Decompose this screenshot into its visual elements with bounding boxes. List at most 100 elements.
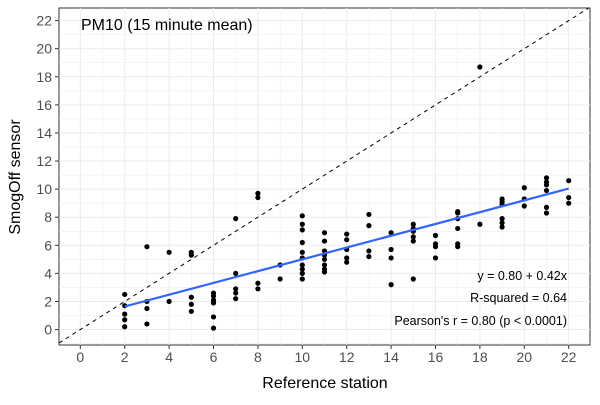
data-point [299, 276, 305, 282]
data-point [144, 244, 150, 250]
y-tick-label: 22 [36, 13, 52, 29]
data-point [144, 321, 150, 327]
data-point [388, 230, 394, 236]
ticks: 0 2 4 6 8 10 12 14 16 18 20 22 0 2 4 6 8 10 12 14 16 18 20 22 [36, 13, 576, 365]
data-point [366, 253, 372, 260]
data-point [388, 255, 394, 261]
data-point [410, 276, 416, 282]
data-point [455, 210, 461, 216]
x-tick-label: 12 [339, 349, 355, 365]
data-point [543, 175, 550, 181]
y-tick-label: 10 [36, 181, 52, 197]
data-point [122, 324, 128, 330]
data-point [410, 234, 416, 240]
data-point [455, 225, 461, 232]
data-point [299, 262, 305, 268]
data-point [566, 200, 572, 206]
data-point [321, 256, 328, 262]
regression-line [124, 187, 569, 308]
data-point [233, 290, 239, 296]
y-tick-label: 4 [44, 265, 52, 281]
data-point [499, 216, 505, 222]
data-point [299, 213, 305, 219]
data-point [188, 252, 194, 258]
x-tick-label: 20 [517, 349, 533, 365]
data-point [388, 246, 394, 253]
data-point [299, 221, 305, 227]
y-tick-label: 0 [44, 322, 52, 338]
x-tick-label: 4 [165, 349, 173, 365]
data-point [321, 269, 328, 275]
data-point [299, 249, 305, 255]
data-point [166, 298, 172, 305]
data-point [521, 203, 527, 209]
y-tick-label: 2 [44, 293, 52, 309]
data-point [543, 204, 550, 210]
data-point [366, 223, 372, 229]
data-point [410, 238, 416, 244]
data-point [344, 237, 350, 243]
data-point [233, 270, 239, 276]
data-point [277, 276, 283, 282]
data-point [366, 248, 372, 254]
data-point [299, 227, 305, 233]
chart-title: PM10 (15 minute mean) [81, 17, 253, 34]
identity-line [58, 7, 589, 344]
y-tick-label: 14 [36, 125, 52, 141]
data-point [210, 300, 217, 306]
annotation-pearson: Pearson's r = 0.80 (p < 0.0001) [394, 314, 567, 328]
data-point [299, 270, 305, 276]
y-tick-label: 18 [36, 69, 52, 85]
data-point [210, 325, 217, 331]
data-point [543, 210, 550, 216]
data-point [122, 291, 128, 298]
data-point [122, 311, 128, 317]
data-point [233, 216, 239, 222]
data-point [299, 239, 305, 246]
data-point [255, 190, 261, 196]
data-point [233, 296, 239, 302]
data-point [388, 282, 394, 288]
points [122, 64, 572, 331]
data-point [210, 314, 217, 320]
data-point [255, 280, 261, 286]
data-point [543, 187, 550, 194]
data-point [122, 317, 128, 323]
data-point [410, 221, 416, 227]
x-tick-label: 22 [561, 349, 577, 365]
x-axis-label: Reference station [262, 375, 387, 392]
data-point [188, 301, 194, 307]
data-point [255, 194, 261, 201]
data-point [521, 185, 527, 191]
data-point [566, 178, 572, 184]
y-tick-label: 6 [44, 237, 52, 253]
data-point [566, 194, 572, 201]
data-point [455, 244, 461, 250]
x-tick-label: 2 [121, 349, 129, 365]
data-point [344, 259, 350, 265]
data-point [321, 230, 328, 236]
x-tick-label: 10 [295, 349, 311, 365]
x-tick-label: 0 [76, 349, 84, 365]
x-tick-label: 18 [472, 349, 488, 365]
y-tick-label: 20 [36, 41, 52, 57]
y-tick-label: 12 [36, 153, 52, 169]
x-tick-label: 16 [428, 349, 444, 365]
data-point [477, 221, 483, 227]
data-point [166, 249, 172, 255]
x-tick-label: 8 [254, 349, 262, 365]
y-tick-label: 8 [44, 209, 52, 225]
data-point [543, 182, 550, 188]
y-tick-label: 16 [36, 97, 52, 113]
data-point [233, 286, 239, 292]
data-point [255, 286, 261, 292]
annotation-r-squared: R-squared = 0.64 [470, 291, 567, 305]
data-point [344, 255, 350, 261]
x-tick-label: 14 [383, 349, 399, 365]
data-point [299, 266, 305, 272]
data-point [144, 305, 150, 312]
data-point [499, 224, 505, 230]
data-point [321, 262, 328, 268]
data-point [321, 238, 328, 244]
